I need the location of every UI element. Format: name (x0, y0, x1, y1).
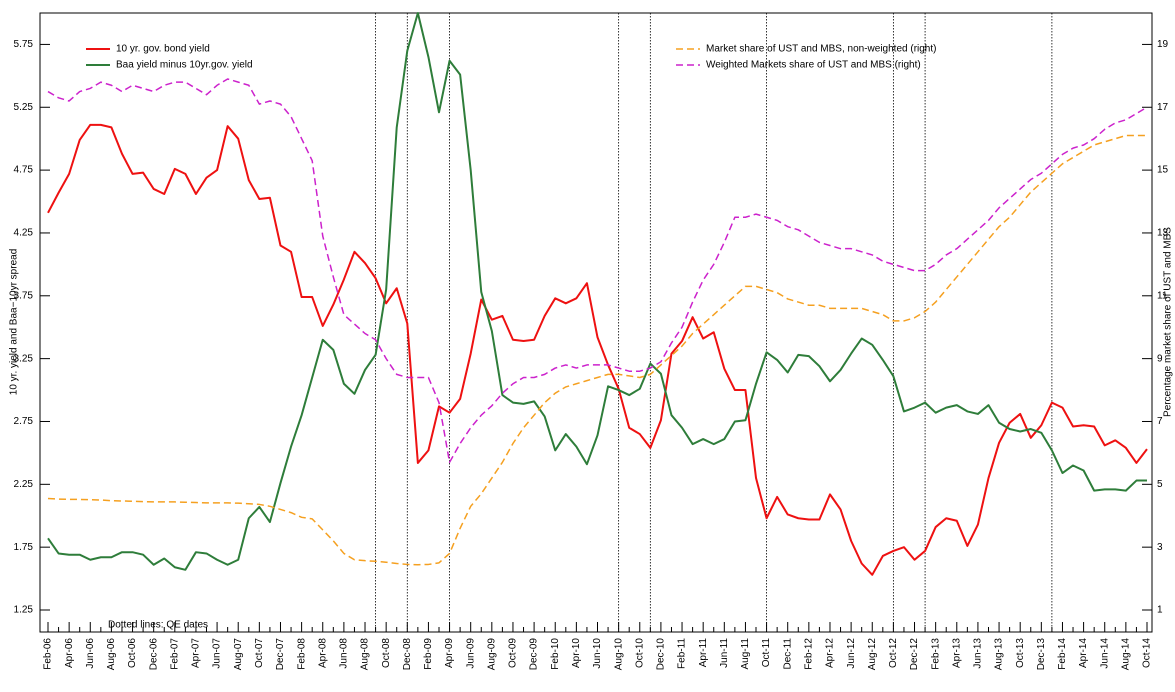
x-tick-label: Aug-08 (360, 638, 371, 671)
x-tick-label: Apr-10 (571, 638, 582, 668)
x-tick-label: Dec-06 (148, 638, 159, 671)
x-tick-label: Aug-13 (994, 638, 1005, 671)
y2-tick-label: 13 (1157, 228, 1169, 239)
y2-tick-label: 9 (1157, 353, 1163, 364)
y-tick-label: 5.25 (14, 102, 34, 113)
x-tick-label: Apr-09 (444, 638, 455, 668)
x-tick-label: Aug-11 (740, 638, 751, 670)
x-tick-label: Dec-11 (782, 638, 793, 670)
x-tick-label: Feb-13 (930, 638, 941, 670)
x-tick-label: Jun-08 (339, 638, 350, 669)
x-tick-label: Dec-07 (275, 638, 286, 671)
series-line (47, 12, 1147, 571)
x-tick-label: Aug-06 (106, 638, 117, 671)
series-line (47, 123, 1148, 576)
x-tick-label: Feb-12 (803, 638, 814, 670)
y-tick-label: 3.75 (14, 290, 34, 301)
x-tick-label: Feb-08 (296, 638, 307, 670)
x-tick-label: Aug-09 (486, 638, 497, 671)
x-tick-label: Apr-11 (698, 638, 709, 668)
y2-tick-label: 5 (1157, 479, 1163, 490)
y-axis-title: 10 yr. yield and Baa−10yr spread (9, 249, 20, 395)
y2-tick-label: 11 (1157, 290, 1168, 301)
x-tick-label: Jun-13 (973, 638, 984, 669)
x-tick-label: Dec-10 (656, 638, 667, 671)
x-tick-label: Jun-10 (592, 638, 603, 669)
series-line (47, 78, 1148, 464)
y-tick-label: 5.75 (14, 39, 34, 50)
x-tick-label: Jun-07 (212, 638, 223, 669)
x-tick-label: Oct-08 (381, 638, 392, 668)
y-tick-label: 4.75 (14, 165, 34, 176)
x-tick-label: Oct-06 (127, 638, 138, 668)
x-tick-label: Aug-07 (233, 638, 244, 671)
x-tick-label: Apr-14 (1078, 638, 1089, 668)
x-tick-label: Oct-14 (1142, 638, 1153, 668)
legend-label: Weighted Markets share of UST and MBS (r… (706, 60, 921, 71)
x-tick-label: Dec-08 (402, 638, 413, 671)
x-tick-label: Dec-09 (529, 638, 540, 671)
x-tick-label: Feb-14 (1057, 638, 1068, 670)
x-tick-label: Apr-13 (951, 638, 962, 668)
legend-label: Market share of UST and MBS, non-weighte… (706, 44, 936, 55)
x-tick-label: Feb-11 (677, 638, 688, 669)
x-tick-label: Dec-12 (909, 638, 920, 671)
y2-tick-label: 19 (1157, 39, 1169, 50)
y-tick-label: 1.75 (14, 542, 34, 553)
x-tick-label: Feb-07 (169, 638, 180, 670)
x-tick-label: Apr-06 (64, 638, 75, 668)
x-tick-label: Feb-09 (423, 638, 434, 670)
x-tick-label: Apr-12 (825, 638, 836, 668)
x-tick-label: Oct-13 (1015, 638, 1026, 668)
x-tick-label: Jun-06 (85, 638, 96, 669)
y-tick-label: 2.75 (14, 416, 34, 427)
x-tick-label: Jun-14 (1099, 638, 1110, 669)
plot-frame (39, 12, 1153, 633)
x-tick-label: Oct-12 (888, 638, 899, 668)
y-tick-label: 3.25 (14, 353, 34, 364)
x-tick-label: Jun-11 (719, 638, 730, 668)
x-tick-label: Apr-07 (191, 638, 202, 668)
x-tick-label: Aug-12 (867, 638, 878, 671)
x-tick-label: Dec-13 (1036, 638, 1047, 671)
series-line (47, 134, 1147, 566)
y-tick-label: 1.25 (14, 605, 34, 616)
y-tick-label: 2.25 (14, 479, 34, 490)
y2-tick-label: 17 (1157, 102, 1169, 113)
x-tick-label: Aug-14 (1121, 638, 1132, 671)
x-tick-label: Oct-11 (761, 638, 772, 668)
x-tick-label: Aug-10 (613, 638, 624, 671)
legend-label: Baa yield minus 10yr.gov. yield (116, 60, 253, 71)
y2-tick-label: 3 (1157, 542, 1163, 553)
x-tick-label: Oct-09 (508, 638, 519, 668)
y2-tick-label: 1 (1157, 605, 1163, 616)
x-tick-label: Oct-07 (254, 638, 265, 668)
x-tick-label: Apr-08 (317, 638, 328, 668)
y2-tick-label: 15 (1157, 165, 1169, 176)
x-tick-label: Jun-12 (846, 638, 857, 669)
legend-label: 10 yr. gov. bond yield (116, 44, 210, 55)
x-tick-label: Jun-09 (465, 638, 476, 669)
y-tick-label: 4.25 (14, 228, 34, 239)
y2-axis-title: Percentage market share of UST and MBS (1163, 227, 1174, 417)
x-tick-label: Oct-10 (634, 638, 645, 668)
y2-tick-label: 7 (1157, 416, 1163, 427)
annotation: Dotted lines: QE dates (108, 620, 208, 631)
x-tick-label: Feb-10 (550, 638, 561, 670)
x-tick-label: Feb-06 (43, 638, 54, 670)
